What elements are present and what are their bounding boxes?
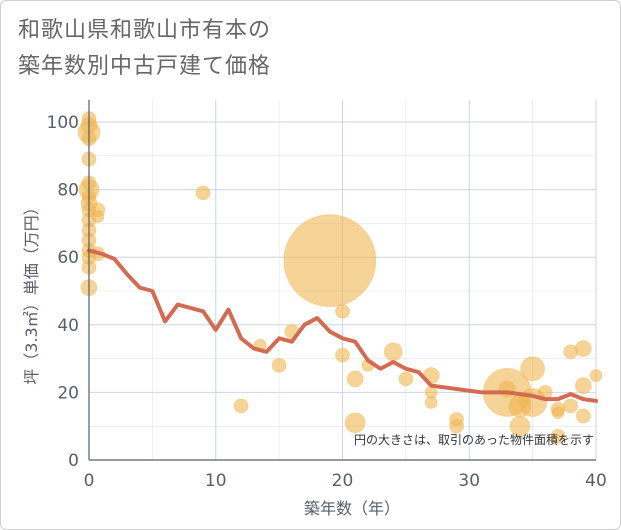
y-tick-label: 100 (47, 113, 79, 133)
x-tick-label: 40 (585, 471, 607, 491)
data-bubble (195, 185, 211, 201)
chart-title: 和歌山県和歌山市有本の 築年数別中古戸建て価格 (18, 13, 271, 85)
x-tick-label: 20 (332, 471, 354, 491)
data-bubble (424, 396, 438, 410)
y-axis-label: 坪（3.3㎡）単価（万円） (22, 199, 41, 384)
data-bubble (551, 406, 565, 420)
bubble-series (77, 111, 603, 444)
y-tick-label: 20 (57, 383, 79, 403)
bubble-size-note: 円の大きさは、取引のあった物件面積を示す (354, 432, 594, 447)
data-bubble (233, 398, 249, 414)
y-tick-label: 60 (57, 248, 79, 268)
data-bubble (335, 303, 350, 319)
data-bubble (574, 377, 592, 395)
x-tick-label: 0 (84, 471, 95, 491)
axes (88, 100, 596, 461)
chart-title-line-2: 築年数別中古戸建て価格 (18, 54, 272, 79)
data-bubble (550, 428, 566, 444)
data-bubble (271, 357, 287, 373)
data-bubble (91, 210, 105, 224)
chart-title-line-1: 和歌山県和歌山市有本の (18, 18, 272, 43)
data-bubble (335, 347, 350, 363)
trend-line (87, 248, 598, 403)
x-tick-label: 30 (458, 471, 480, 491)
y-tick-label: 0 (68, 451, 79, 471)
data-bubble (346, 370, 364, 388)
tick-labels: 0 10 20 30 40 0 20 40 60 80 100 (47, 113, 607, 491)
data-bubble (449, 418, 465, 434)
y-tick-label: 40 (57, 316, 79, 336)
y-tick-label: 80 (57, 181, 79, 201)
x-axis-label: 築年数（年） (304, 499, 400, 518)
data-bubble (509, 415, 531, 437)
data-bubble (520, 356, 546, 382)
data-bubble (383, 342, 403, 362)
data-bubble (575, 408, 591, 424)
trend-line-series (87, 248, 598, 403)
data-bubble (589, 369, 603, 382)
data-bubble (283, 214, 377, 308)
data-bubble (344, 412, 366, 434)
x-tick-label: 10 (205, 471, 227, 491)
data-bubble (574, 339, 592, 357)
data-bubble (563, 398, 579, 414)
data-bubble (398, 371, 414, 387)
